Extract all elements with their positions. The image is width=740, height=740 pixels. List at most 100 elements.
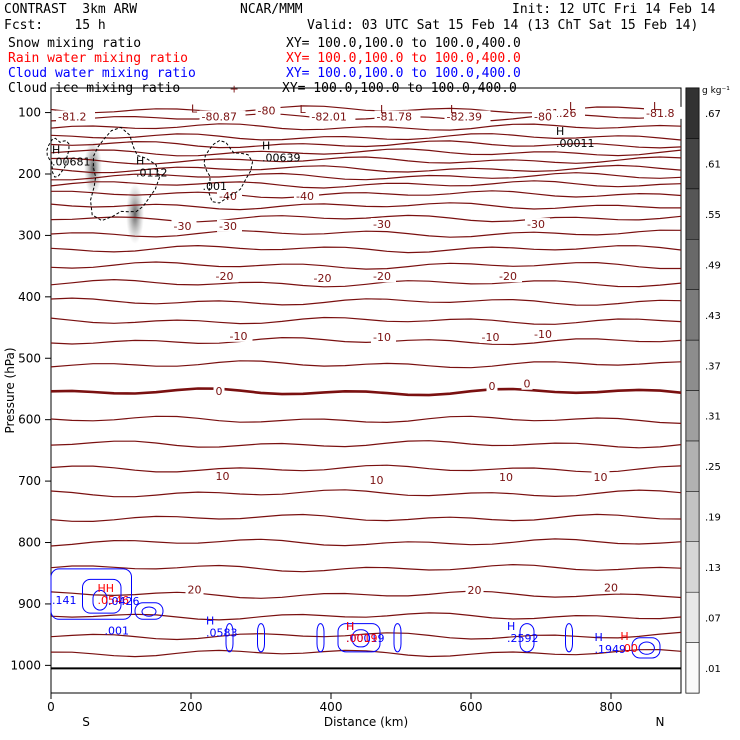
extremum-marker: H	[507, 620, 515, 633]
extremum-marker: HH	[98, 582, 115, 595]
temperature-contour-label: 10	[216, 470, 230, 483]
temperature-contour-line	[50, 590, 682, 599]
x-tick-label: 0	[47, 700, 55, 714]
field-xy-cloud-water: XY= 100.0,100.0 to 100.0,400.0	[286, 66, 521, 81]
low-marker: L	[450, 103, 457, 116]
organization-label: NCAR/MMM	[240, 2, 303, 17]
temperature-contour-line	[50, 360, 682, 369]
colorbar-level-label: .25	[705, 462, 721, 473]
colorbar-level-label: .67	[705, 109, 721, 120]
temperature-contour-line	[50, 156, 682, 165]
cloud-water-contour	[316, 623, 325, 653]
extremum-marker: H	[136, 154, 144, 167]
contour-label-bg	[311, 272, 337, 285]
temperature-contour-label: 0	[489, 380, 496, 393]
temperature-contour-line	[50, 297, 682, 306]
cloud-water-contour	[141, 606, 157, 617]
x-tick-label: 400	[320, 700, 343, 714]
temperature-contour-line	[50, 148, 682, 157]
temperature-contour-label: -40	[296, 190, 314, 203]
extremum-value-label: .0546	[98, 594, 130, 607]
contour-label-bg	[255, 104, 281, 117]
contour-label-bg	[367, 474, 386, 487]
colorbar-swatch	[685, 87, 700, 139]
colorbar-swatch	[685, 138, 700, 190]
temperature-contour-label: 20	[468, 584, 482, 597]
contour-label-bg	[171, 219, 197, 232]
x-tick-label: 200	[180, 700, 203, 714]
temperature-contour-label: -82.39	[447, 111, 482, 124]
temperature-contour-label: -20	[314, 272, 332, 285]
temperature-contour-line	[50, 648, 682, 658]
temperature-contour-label: 20	[188, 583, 202, 596]
model-title: CONTRAST 3km ARW	[4, 2, 138, 17]
colorbar-swatch	[685, 642, 700, 694]
contour-label-bg	[525, 218, 550, 231]
field-xy-cloud-ice: XY= 100.0,100.0 to 100.0,400.0	[282, 81, 517, 96]
contour-label-bg	[374, 110, 421, 123]
extremum-value-label: .001	[105, 625, 130, 638]
contour-label-bg	[185, 583, 204, 596]
temperature-contour-line	[50, 214, 682, 223]
y-tick-label: 700	[18, 474, 41, 488]
extremum-value-label: .141	[52, 594, 77, 607]
temperature-contour-line	[50, 631, 682, 641]
temperature-contour-line	[50, 164, 682, 174]
temperature-contour-label: -30	[174, 220, 192, 233]
cloud-water-contour	[92, 589, 108, 611]
contour-label-bg	[227, 329, 253, 342]
x-tick-label: 600	[460, 700, 483, 714]
temperature-contour-label: -81.78	[377, 111, 412, 124]
extremum-marker: H	[556, 125, 564, 138]
low-marker: +	[230, 82, 239, 95]
temperature-contour-label: -80	[534, 111, 552, 124]
cloud-water-contour	[134, 602, 164, 620]
cloud-water-contour	[257, 623, 265, 653]
temperature-contour-line	[51, 172, 682, 181]
y-tick-label: 300	[18, 228, 41, 242]
low-marker: L	[569, 100, 576, 113]
init-time: Init: 12 UTC Fri 14 Feb 14	[512, 2, 716, 17]
cloud-water-contour	[565, 623, 573, 653]
mixing-ratio-shading	[126, 183, 144, 244]
temperature-contour-line	[50, 612, 682, 621]
cloud-water-contour	[631, 637, 661, 659]
colorbar-unit-label: g kg⁻¹	[702, 86, 730, 96]
extremum-value-label: .00681	[52, 155, 91, 168]
contour-label-bg	[497, 471, 515, 484]
colorbar-level-label: .49	[705, 260, 721, 271]
temperature-contour-line	[50, 464, 682, 473]
temperature-contour-label: -80	[258, 104, 276, 117]
temperature-contour-line	[50, 278, 682, 288]
cloud-water-contours	[50, 568, 661, 659]
extremum-marker: H	[620, 630, 628, 643]
colorbar-swatch	[685, 541, 700, 593]
extremum-marker: H	[346, 620, 354, 633]
temperature-contour-label: -10	[534, 328, 552, 341]
y-tick-label: 400	[18, 290, 41, 304]
temperature-contour-line	[50, 513, 682, 523]
cloud-water-contour	[225, 623, 234, 653]
contour-label-bg	[371, 218, 396, 231]
temperature-contour-label: -80.87	[202, 111, 237, 124]
extremum-marker: H	[206, 614, 214, 627]
colorbar-level-label: .13	[705, 563, 721, 574]
contour-label-bg	[217, 219, 242, 232]
field-xy-rain: XY= 100.0,100.0 to 100.0,400.0	[286, 51, 521, 66]
contour-label-bg	[294, 189, 319, 202]
x-axis-label: Distance (km)	[324, 715, 408, 729]
extremum-marker: H	[52, 143, 60, 156]
field-name-cloud-water: Cloud water mixing ratio	[8, 66, 196, 81]
contour-label-bg	[532, 110, 557, 123]
temperature-contour-label: -10	[482, 331, 500, 344]
temperature-contour-label: 10	[370, 474, 384, 487]
y-tick-label: 500	[18, 351, 41, 365]
section-end-label: N	[656, 715, 665, 729]
cloud-water-contour	[50, 568, 132, 620]
cloud-water-contour	[351, 629, 370, 648]
colorbar-swatch	[685, 390, 700, 442]
contour-label-bg	[465, 584, 484, 597]
colorbar-swatch	[685, 239, 700, 290]
contour-label-bg	[479, 331, 505, 344]
